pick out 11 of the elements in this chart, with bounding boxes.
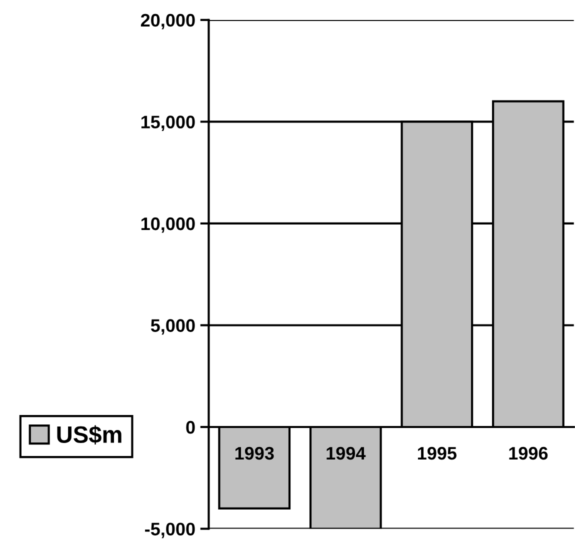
x-tick-label: 1993 [235,446,274,460]
x-tick-label: 1996 [509,446,548,460]
x-tick-label: 1995 [418,446,457,460]
x-tick-label: 1994 [326,446,366,460]
y-tick-label: 20,000 [140,14,195,30]
y-tick-label: 0 [186,420,195,434]
y-tick-label: 5,000 [150,319,195,335]
y-tick-label: 15,000 [141,116,195,132]
y-tick-label: 10,000 [141,217,195,233]
y-tick-label: -5,000 [145,522,195,538]
legend-label: US$m [57,425,122,445]
